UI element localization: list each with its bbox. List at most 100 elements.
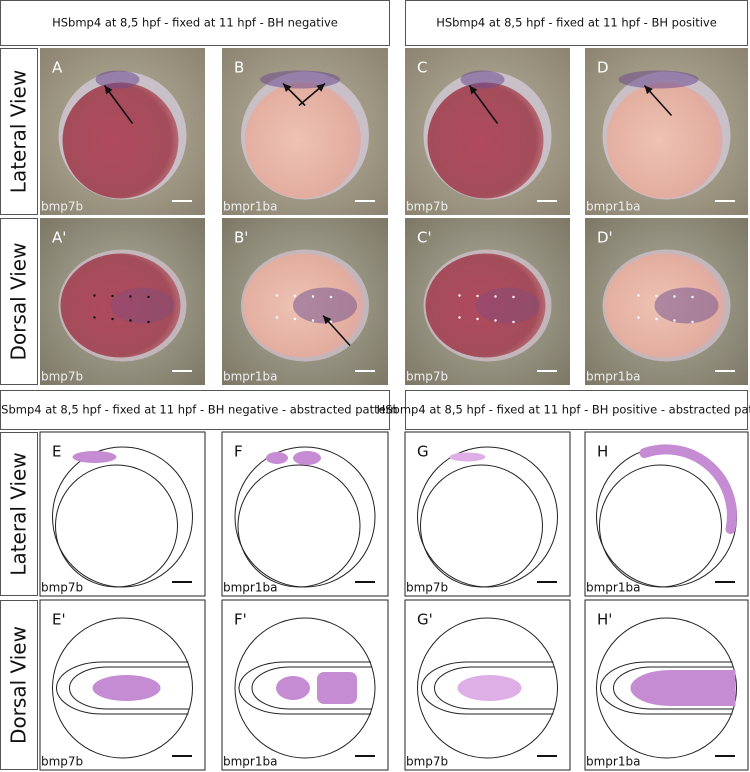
stain	[260, 70, 340, 89]
inner-outline	[613, 666, 734, 710]
embryo-yolk	[427, 82, 544, 199]
gene-label: bmp7b	[41, 755, 83, 769]
dot	[458, 316, 461, 319]
dot	[147, 295, 150, 299]
dot	[275, 316, 279, 319]
expression	[317, 672, 357, 704]
gene-label: bmpr1ba	[223, 200, 277, 214]
stain	[654, 287, 719, 324]
inner-outline	[600, 661, 733, 715]
outer-outline	[234, 617, 376, 759]
header-text: HSbmp4 at 8,5 hpf - fixed at 11 hpf - BH…	[377, 403, 750, 417]
row-label-box	[0, 218, 38, 385]
inner-outline	[55, 464, 178, 588]
dot	[476, 294, 479, 298]
schematic-frame	[39, 431, 206, 597]
expression	[639, 444, 737, 534]
dot	[329, 295, 333, 299]
dot	[691, 320, 694, 324]
inner-outline	[599, 464, 722, 588]
inner-outline	[421, 661, 554, 715]
gene-label: bmpr1ba	[586, 370, 640, 384]
panel-letter: B	[234, 59, 244, 77]
arrow-head	[283, 83, 292, 92]
stain	[293, 287, 357, 324]
dot	[111, 317, 114, 321]
expression	[449, 452, 486, 462]
dot	[311, 295, 315, 298]
row-label-box	[0, 432, 38, 596]
arrow-head	[104, 85, 113, 95]
panel-letter: H	[597, 443, 608, 461]
stain	[95, 70, 140, 89]
expression	[92, 675, 161, 701]
inner-outline	[56, 661, 189, 715]
dot	[691, 295, 694, 299]
gene-label: bmpr1ba	[223, 581, 277, 595]
inner-outline	[238, 661, 371, 715]
inner-outline	[237, 464, 361, 588]
stain	[618, 70, 699, 89]
dot	[637, 316, 640, 319]
embryo-yolk	[606, 82, 723, 199]
dot	[458, 294, 461, 297]
dot	[93, 316, 96, 319]
arrow-head	[323, 315, 332, 325]
header-box	[0, 390, 390, 430]
embryo-yolk	[62, 82, 179, 199]
stain	[460, 70, 505, 89]
panel-letter: F	[234, 443, 243, 461]
dot	[494, 319, 497, 322]
dot	[293, 317, 297, 321]
panel-letter: F'	[234, 611, 247, 629]
dot	[494, 295, 497, 298]
dot	[512, 295, 515, 299]
arrow-head	[644, 85, 653, 95]
dot	[512, 320, 515, 324]
dot	[147, 320, 150, 324]
header-box	[0, 0, 390, 46]
gene-label: bmpr1ba	[586, 581, 640, 595]
panel-letter: G'	[417, 611, 433, 629]
gene-label: bmp7b	[41, 370, 83, 384]
panel-letter: D'	[597, 229, 613, 247]
inner-outline	[69, 666, 190, 710]
dot	[673, 295, 676, 298]
panel-letter: E	[52, 443, 61, 461]
row-label: Dorsal View	[7, 243, 31, 361]
dot	[476, 317, 479, 321]
panel-letter: B'	[234, 229, 248, 247]
gene-label: bmp7b	[41, 200, 83, 214]
arrow-head	[469, 85, 478, 95]
header-text: HSbmp4 at 8,5 hpf - fixed at 11 hpf - BH…	[436, 16, 717, 30]
dot	[129, 319, 132, 322]
dot	[637, 294, 640, 297]
dot	[93, 294, 96, 297]
gene-label: bmpr1ba	[586, 200, 640, 214]
expression	[266, 452, 288, 464]
expression	[457, 675, 522, 701]
schematic-frame	[404, 431, 571, 597]
panel-letter: G	[417, 443, 429, 461]
row-label: Dorsal View	[7, 626, 31, 744]
row-label-box	[0, 600, 38, 770]
dot	[655, 317, 658, 321]
inner-outline	[434, 666, 555, 710]
dot	[129, 295, 132, 298]
panel-letter: A'	[52, 229, 66, 247]
expression	[293, 451, 321, 465]
gene-label: bmp7b	[406, 755, 448, 769]
row-label: Lateral View	[7, 452, 31, 575]
dot	[673, 319, 676, 322]
expression	[630, 670, 736, 706]
inner-outline	[251, 666, 372, 710]
panel-letter: C'	[417, 229, 432, 247]
panel-letter: D	[597, 59, 609, 77]
gene-label: bmp7b	[406, 370, 448, 384]
dot	[275, 294, 279, 297]
header-box	[405, 0, 748, 46]
expression	[276, 676, 310, 700]
row-label: Lateral View	[7, 70, 31, 193]
